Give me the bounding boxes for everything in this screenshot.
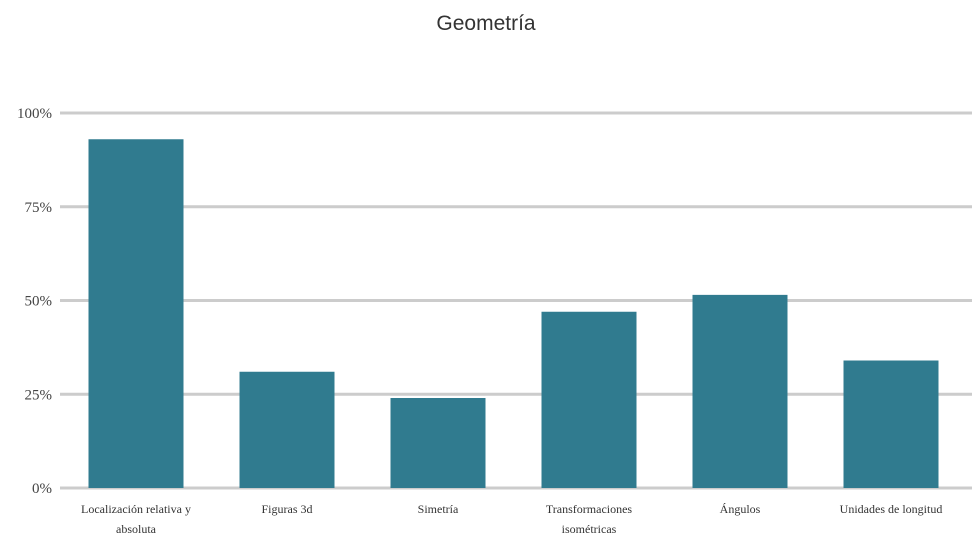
bar [390, 398, 486, 488]
y-tick-label: 75% [25, 200, 53, 216]
y-tick-label: 100% [17, 106, 52, 122]
bar [692, 294, 788, 488]
gridlines [60, 111, 972, 490]
x-axis-labels: Localización relativa y absoluta Figuras 3… [81, 502, 942, 536]
y-tick-label: 50% [25, 294, 53, 310]
y-tick-label: 25% [25, 387, 53, 403]
x-tick-label: Localización relativa y absoluta [81, 502, 191, 536]
x-tick-label: Figuras 3d [262, 502, 313, 516]
y-axis-ticks: 0% 25% 50% 75% 100% [17, 106, 52, 497]
bar [843, 360, 939, 488]
bars [88, 139, 939, 488]
chart-title: Geometría [436, 12, 536, 35]
x-tick-label: Unidades de longitud [840, 502, 943, 516]
x-tick-label: Simetría [418, 502, 459, 516]
y-tick-label: 0% [32, 481, 52, 497]
x-tick-label: Ángulos [720, 502, 761, 516]
x-tick-label: Transformaciones isométricas [546, 502, 633, 536]
bar [88, 139, 184, 488]
bar [239, 371, 335, 488]
bar [541, 311, 637, 488]
